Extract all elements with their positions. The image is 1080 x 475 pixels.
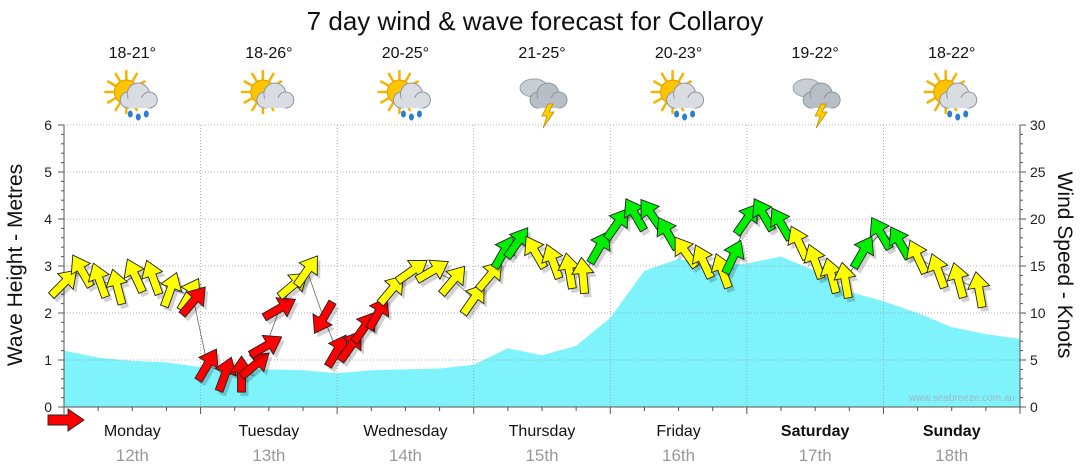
wind-arrow <box>394 259 428 285</box>
wind-arrow <box>194 348 219 383</box>
wind-arrow <box>292 255 318 289</box>
wave-height-area <box>64 256 1020 407</box>
sun-cloud-showers-icon <box>377 69 431 121</box>
wind-arrow <box>849 235 874 271</box>
wind-arrow <box>819 257 843 295</box>
wind-arrow <box>414 259 449 284</box>
date-label: 17th <box>799 446 832 465</box>
y-left-tick-label: 3 <box>44 258 52 274</box>
day-label: Thursday <box>509 423 576 440</box>
y-right-tick-label: 0 <box>1030 399 1038 415</box>
wind-arrow <box>159 271 183 309</box>
sun-cloud-showers-icon <box>104 69 158 121</box>
wind-arrow <box>474 261 503 293</box>
wind-arrow <box>87 262 111 299</box>
wind-arrow <box>123 258 147 295</box>
y-right-tick-label: 20 <box>1030 211 1046 227</box>
wind-arrow <box>376 275 404 307</box>
sun-cloud-icon <box>240 69 295 115</box>
y-right-tick-label: 10 <box>1030 305 1046 321</box>
y-left-tick-label: 2 <box>44 305 52 321</box>
legend-arrow <box>47 408 85 432</box>
wind-arrow <box>247 334 283 359</box>
cloud-storm-icon <box>792 78 841 129</box>
temperature-labels: 18-21° 18-26° 20-25° 21-25° 20-23° 19-22° 18-2… <box>109 45 976 62</box>
wind-arrow <box>586 230 611 266</box>
temp-label: 20-23° <box>655 45 702 62</box>
wind-arrow <box>946 261 970 300</box>
wind-arrow <box>557 252 581 290</box>
temp-label: 18-22° <box>928 45 975 62</box>
wind-arrow <box>47 269 78 300</box>
y-left-tick-label: 4 <box>44 211 52 227</box>
wind-arrow <box>833 261 857 300</box>
date-label: 16th <box>662 446 695 465</box>
wind-arrow <box>459 283 485 317</box>
wind-arrow <box>312 299 337 334</box>
date-label: 15th <box>525 446 558 465</box>
wind-arrow <box>602 208 628 242</box>
wind-arrow <box>926 253 949 290</box>
cloud-storm-icon <box>519 78 568 129</box>
sun-cloud-showers-icon <box>650 69 705 121</box>
wind-arrow <box>238 352 270 380</box>
day-label: Monday <box>104 423 161 440</box>
y-right-tick-label: 25 <box>1030 164 1046 180</box>
y-right-tick-label: 5 <box>1030 352 1038 368</box>
y-left-tick-label: 6 <box>44 117 52 133</box>
wind-arrows <box>47 198 993 397</box>
day-label: Saturday <box>781 423 850 440</box>
day-label: Wednesday <box>363 423 447 440</box>
weather-icons <box>104 69 978 129</box>
wind-arrow <box>261 297 297 322</box>
wind-arrow <box>141 259 164 297</box>
wind-arrow <box>906 239 930 276</box>
plot-area: 0 1 2 3 4 5 6 0 5 10 15 20 25 30 Monday 12th Tuesday 13th… <box>44 117 1046 465</box>
wind-arrow <box>571 256 595 295</box>
date-label: 18th <box>935 446 968 465</box>
y-right-tick-label: 30 <box>1030 117 1046 133</box>
wind-arrow <box>437 265 466 298</box>
wind-arrow <box>967 270 991 309</box>
wind-arrow <box>691 244 716 280</box>
wind-arrow <box>70 254 95 289</box>
y-right-tick-label: 15 <box>1030 258 1046 274</box>
watermark: www.seabreeze.com.au <box>908 393 1015 404</box>
day-label: Friday <box>656 423 700 440</box>
wind-arrow <box>524 235 549 271</box>
temp-label: 18-21° <box>109 45 156 62</box>
temp-label: 19-22° <box>791 45 838 62</box>
chart-title: 7 day wind & wave forecast for Collaroy <box>307 6 764 36</box>
sun-cloud-showers-icon <box>923 69 978 121</box>
temp-label: 20-25° <box>382 45 429 62</box>
y-axis-left-title: Wave Height - Metres <box>4 164 27 366</box>
date-label: 13th <box>252 446 285 465</box>
wind-arrow <box>178 286 206 318</box>
y-left-tick-label: 0 <box>44 399 52 415</box>
wind-arrow <box>105 268 129 306</box>
wind-arrow <box>721 239 745 276</box>
date-label: 14th <box>389 446 422 465</box>
date-label: 12th <box>116 446 149 465</box>
temp-label: 21-25° <box>518 45 565 62</box>
y-left-tick-label: 1 <box>44 352 52 368</box>
temp-label: 18-26° <box>245 45 292 62</box>
day-label: Sunday <box>923 423 981 440</box>
y-axis-right-title: Wind Speed - Knots <box>1053 172 1076 359</box>
y-left-tick-label: 5 <box>44 164 52 180</box>
day-label: Tuesday <box>238 423 299 440</box>
